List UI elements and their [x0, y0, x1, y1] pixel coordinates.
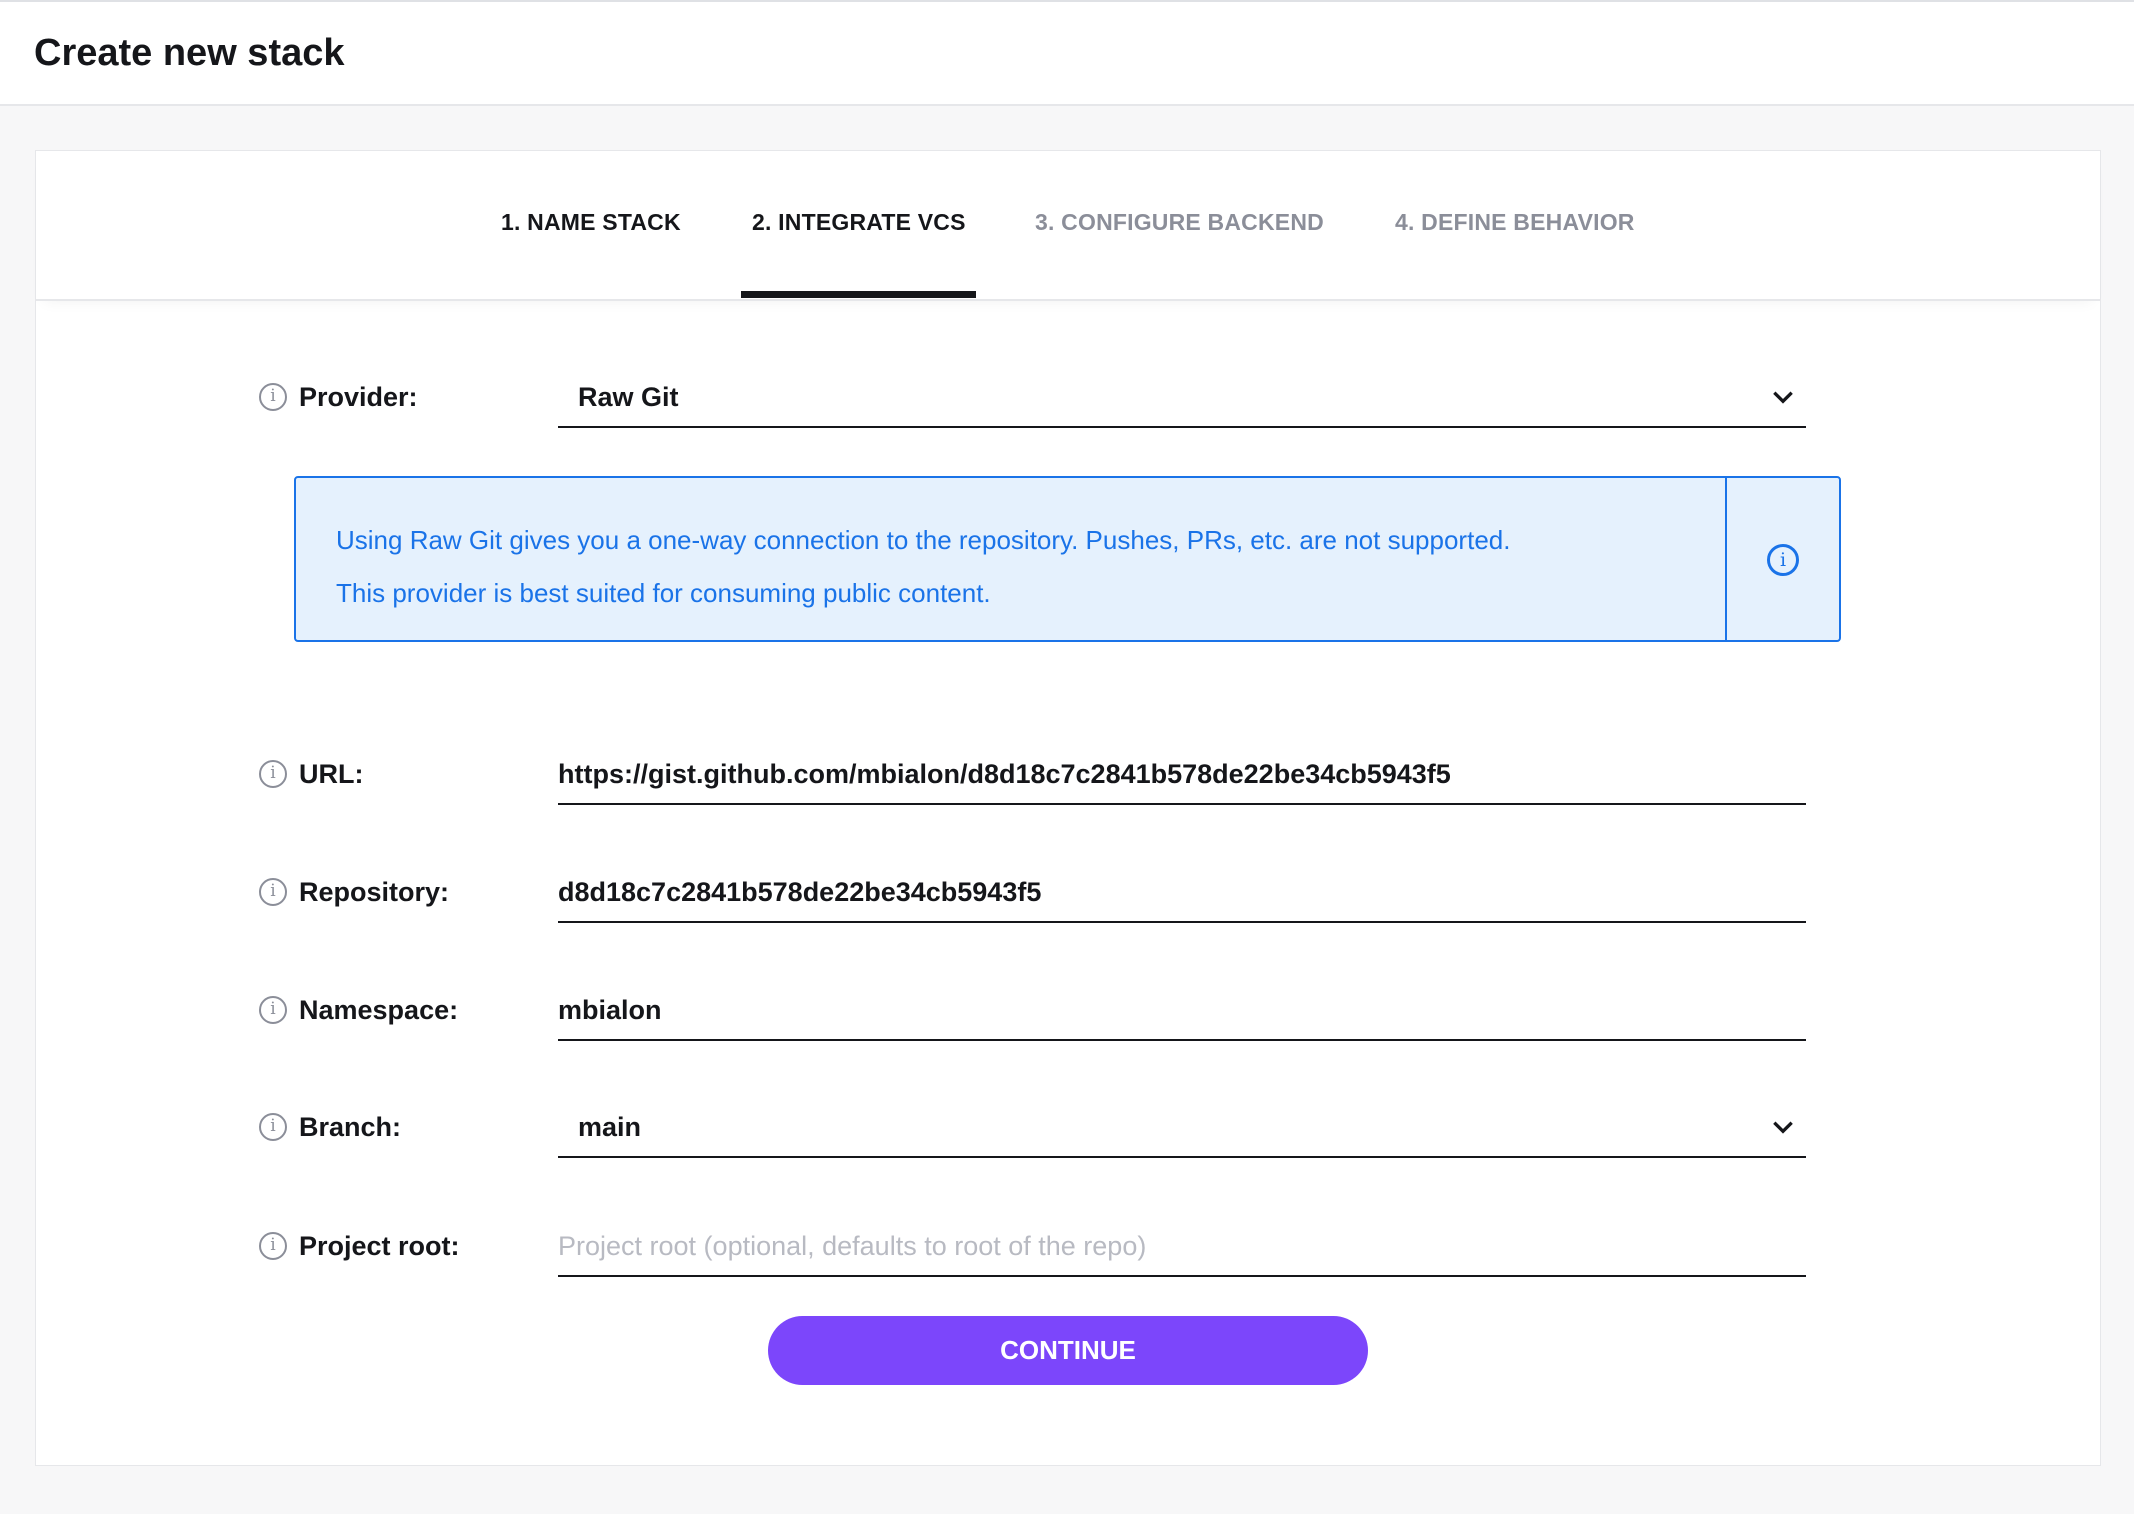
namespace-label: Namespace: — [299, 995, 459, 1025]
repository-value: d8d18c7c2841b578de22be34cb5943f5 — [558, 877, 1042, 907]
chevron-down-icon — [1773, 391, 1793, 404]
url-value: https://gist.github.com/mbialon/d8d18c7c… — [558, 759, 1451, 789]
branch-select[interactable]: main — [558, 1100, 1806, 1158]
info-icon[interactable]: i — [259, 996, 287, 1024]
continue-button[interactable]: CONTINUE — [768, 1316, 1368, 1385]
repository-row: i Repository: d8d18c7c2841b578de22be34cb… — [259, 865, 1806, 925]
info-icon: i — [1767, 544, 1799, 576]
branch-row: i Branch: main — [259, 1100, 1806, 1160]
info-icon[interactable]: i — [259, 878, 287, 906]
project-root-input[interactable]: Project root (optional, defaults to root… — [558, 1219, 1806, 1277]
page-header: Create new stack — [0, 0, 2134, 106]
chevron-down-icon — [1773, 1121, 1793, 1134]
create-stack-card: 1. NAME STACK 2. INTEGRATE VCS 3. CONFIG… — [35, 150, 2101, 1466]
project-root-label: Project root: — [299, 1231, 460, 1261]
branch-label: Branch: — [299, 1112, 402, 1142]
active-tab-indicator — [741, 291, 976, 298]
tab-integrate-vcs[interactable]: 2. INTEGRATE VCS — [752, 209, 966, 235]
repository-input[interactable]: d8d18c7c2841b578de22be34cb5943f5 — [558, 865, 1806, 923]
info-icon[interactable]: i — [259, 760, 287, 788]
provider-value: Raw Git — [578, 382, 679, 412]
project-root-placeholder: Project root (optional, defaults to root… — [558, 1231, 1147, 1261]
page-title: Create new stack — [34, 32, 345, 74]
namespace-value: mbialon — [558, 995, 662, 1025]
raw-git-notice: Using Raw Git gives you a one-way connec… — [294, 476, 1841, 642]
tab-define-behavior[interactable]: 4. DEFINE BEHAVIOR — [1395, 209, 1635, 235]
notice-line-2: This provider is best suited for consumi… — [336, 578, 991, 608]
notice-icon-panel: i — [1725, 478, 1839, 640]
branch-value: main — [578, 1112, 642, 1142]
provider-label: Provider: — [299, 382, 418, 412]
provider-select[interactable]: Raw Git — [558, 370, 1806, 428]
info-icon[interactable]: i — [259, 1113, 287, 1141]
step-tabs: 1. NAME STACK 2. INTEGRATE VCS 3. CONFIG… — [36, 151, 2100, 301]
url-input[interactable]: https://gist.github.com/mbialon/d8d18c7c… — [558, 747, 1806, 805]
provider-row: i Provider: Raw Git — [259, 370, 1806, 430]
tab-configure-backend[interactable]: 3. CONFIGURE BACKEND — [1035, 209, 1324, 235]
namespace-row: i Namespace: mbialon — [259, 983, 1806, 1043]
url-row: i URL: https://gist.github.com/mbialon/d… — [259, 747, 1806, 807]
info-icon[interactable]: i — [259, 383, 287, 411]
notice-text: Using Raw Git gives you a one-way connec… — [336, 514, 1510, 620]
tab-name-stack[interactable]: 1. NAME STACK — [501, 209, 681, 235]
url-label: URL: — [299, 759, 364, 789]
namespace-input[interactable]: mbialon — [558, 983, 1806, 1041]
info-icon[interactable]: i — [259, 1232, 287, 1260]
notice-line-1: Using Raw Git gives you a one-way connec… — [336, 525, 1511, 555]
project-root-row: i Project root: Project root (optional, … — [259, 1219, 1806, 1279]
repository-label: Repository: — [299, 877, 450, 907]
